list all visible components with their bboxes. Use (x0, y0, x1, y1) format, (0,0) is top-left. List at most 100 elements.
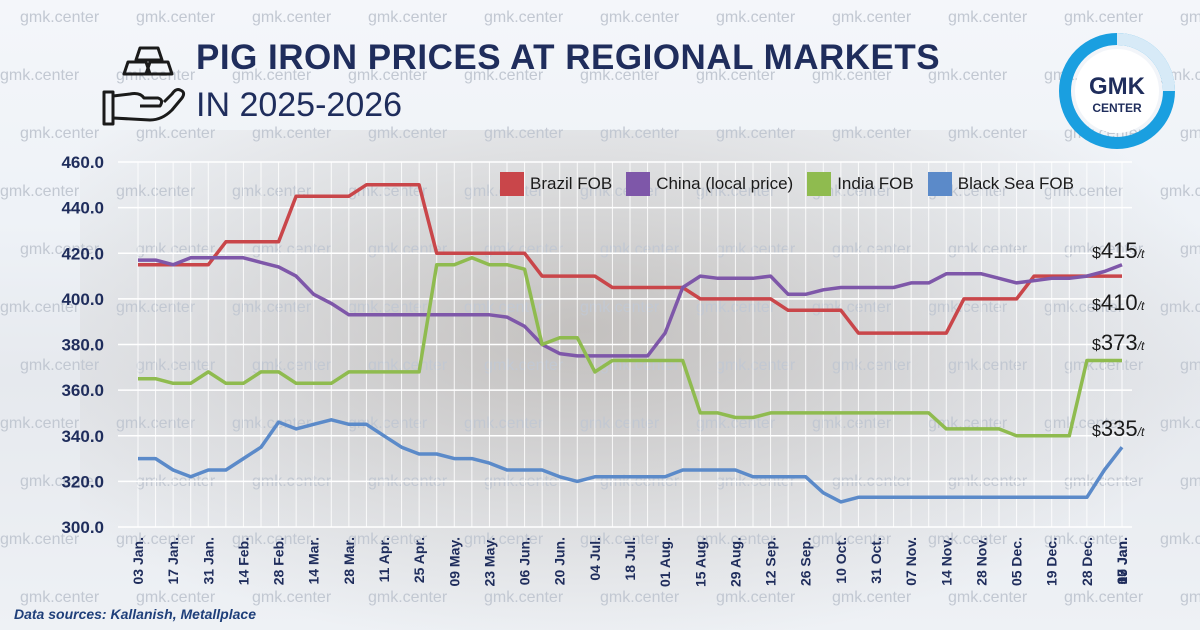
watermark-text: gmk.center (948, 9, 1028, 26)
chart-subtitle: IN 2025-2026 (196, 86, 403, 124)
watermark-text: gmk.center (368, 357, 448, 374)
x-tick-label: 17 Jan. (1114, 537, 1130, 584)
x-tick-label: 04 Jul. (587, 537, 603, 581)
watermark-text: gmk.center (348, 183, 428, 200)
watermark-text: gmk.center (1180, 589, 1200, 606)
legend-item-india: India FOB (807, 172, 914, 196)
legend-label-china: China (local price) (656, 174, 794, 193)
legend-label-blacksea: Black Sea FOB (957, 174, 1074, 193)
x-tick-label: 31 Oct. (868, 537, 884, 584)
ingots-hand-icon (102, 46, 186, 126)
x-tick-label: 11 Apr. (376, 537, 392, 582)
legend-label-brazil: Brazil FOB (530, 174, 613, 193)
watermark-text: gmk.center (716, 589, 796, 606)
watermark-text: gmk.center (928, 67, 1008, 84)
logo-text-gmk: GMK (1089, 73, 1146, 100)
y-tick-label: 380.0 (61, 336, 104, 355)
x-tick-label: 15 Aug. (692, 537, 708, 587)
watermark-text: gmk.center (948, 125, 1028, 142)
y-tick-label: 340.0 (61, 427, 104, 446)
legend-swatch-brazil (500, 172, 524, 196)
x-tick-label: 03 Jan. (1114, 537, 1130, 584)
watermark-text: gmk.center (136, 589, 216, 606)
watermark-text: gmk.center (1160, 531, 1200, 548)
x-tick-label: 17 Jan. (165, 537, 181, 584)
watermark-text: gmk.center (716, 357, 796, 374)
end-label-india: $373/t (1092, 330, 1145, 355)
y-tick-label: 460.0 (61, 153, 104, 172)
x-tick-label: 03 Jan. (130, 537, 146, 584)
x-tick-label: 01 Aug. (657, 537, 673, 587)
watermark-text: gmk.center (1160, 415, 1200, 432)
watermark-text: gmk.center (0, 299, 80, 316)
watermark-text: gmk.center (948, 357, 1028, 374)
legend-label-india: India FOB (837, 174, 914, 193)
x-tick-label: 18 Jul. (622, 537, 638, 581)
y-tick-label: 440.0 (61, 199, 104, 218)
end-label-china: $415/t (1092, 238, 1145, 263)
legend-item-blacksea: Black Sea FOB (927, 172, 1074, 196)
watermark-text: gmk.center (600, 9, 680, 26)
x-tick-label: 28 Feb. (271, 537, 287, 585)
watermark-text: gmk.center (464, 415, 544, 432)
watermark-text: gmk.center (0, 183, 80, 200)
watermark-text: gmk.center (1180, 9, 1200, 26)
y-tick-label: 360.0 (61, 381, 104, 400)
watermark-text: gmk.center (1044, 415, 1124, 432)
x-tick-label: 19 Dec. (1044, 537, 1060, 586)
watermark-text: gmk.center (20, 9, 100, 26)
watermark-text: gmk.center (1180, 473, 1200, 490)
watermark-text: gmk.center (716, 125, 796, 142)
watermark-text: gmk.center (1064, 9, 1144, 26)
watermark-text: gmk.center (348, 415, 428, 432)
watermark-text: gmk.center (580, 415, 660, 432)
x-axis: 03 Jan. 17 Jan. 31 Jan. 14 Feb. 28 Feb. 14 Ma… (130, 537, 1130, 587)
watermark-text: gmk.center (484, 9, 564, 26)
chart-title: PIG IRON PRICES AT REGIONAL MARKETS (196, 38, 941, 77)
x-tick-label: 14 Nov. (938, 537, 954, 586)
watermark-text: gmk.center (232, 183, 312, 200)
watermark-text: gmk.center (600, 589, 680, 606)
watermark-text: gmk.center (252, 589, 332, 606)
x-tick-label: 28 Dec. (1079, 537, 1095, 586)
x-tick-label: 31 Jan. (200, 537, 216, 584)
watermark-text: gmk.center (464, 299, 544, 316)
watermark-text: gmk.center (368, 589, 448, 606)
x-tick-label: 20 Jun. (552, 537, 568, 585)
watermark-text: gmk.center (832, 357, 912, 374)
watermark-text: gmk.center (232, 299, 312, 316)
x-tick-label: 06 Jun. (517, 537, 533, 585)
legend-item-brazil: Brazil FOB (500, 172, 612, 196)
watermark-text: gmk.center (832, 9, 912, 26)
watermark-text: gmk.center (348, 531, 428, 548)
watermark-text: gmk.center (348, 299, 428, 316)
watermark-text: gmk.center (1160, 183, 1200, 200)
legend-swatch-blacksea (927, 172, 952, 196)
y-tick-label: 320.0 (61, 472, 104, 491)
watermark-text: gmk.center (812, 183, 892, 200)
x-tick-label: 10 Oct. (833, 537, 849, 584)
watermark-text: gmk.center (20, 357, 100, 374)
end-label-blacksea: $335/t (1092, 416, 1145, 441)
watermark-text: gmk.center (252, 357, 332, 374)
watermark-text: gmk.center (252, 125, 332, 142)
x-tick-label: 29 Aug. (727, 537, 743, 587)
x-tick-label: 28 Mar. (341, 537, 357, 584)
x-tick-label: 05 Dec. (1009, 537, 1025, 586)
watermark-text: gmk.center (20, 473, 100, 490)
watermark-text: gmk.center (232, 67, 312, 84)
series-line-3 (138, 418, 1124, 504)
y-tick-label: 420.0 (61, 244, 104, 263)
watermark-text: gmk.center (484, 357, 564, 374)
x-tick-label: 30 Jan. (1114, 537, 1130, 584)
watermark-text: gmk.center (1180, 125, 1200, 142)
watermark-text: gmk.center (812, 415, 892, 432)
gmk-center-logo: GMK CENTER (1059, 33, 1175, 149)
x-tick-label: 25 Apr. (411, 537, 427, 583)
watermark-text: gmk.center (464, 531, 544, 548)
watermark-text: gmk.center (928, 531, 1008, 548)
y-tick-label: 300.0 (61, 518, 104, 537)
chart-grid (118, 161, 1132, 528)
chart-legend: Brazil FOB China (local price) India FOB… (500, 172, 1074, 196)
